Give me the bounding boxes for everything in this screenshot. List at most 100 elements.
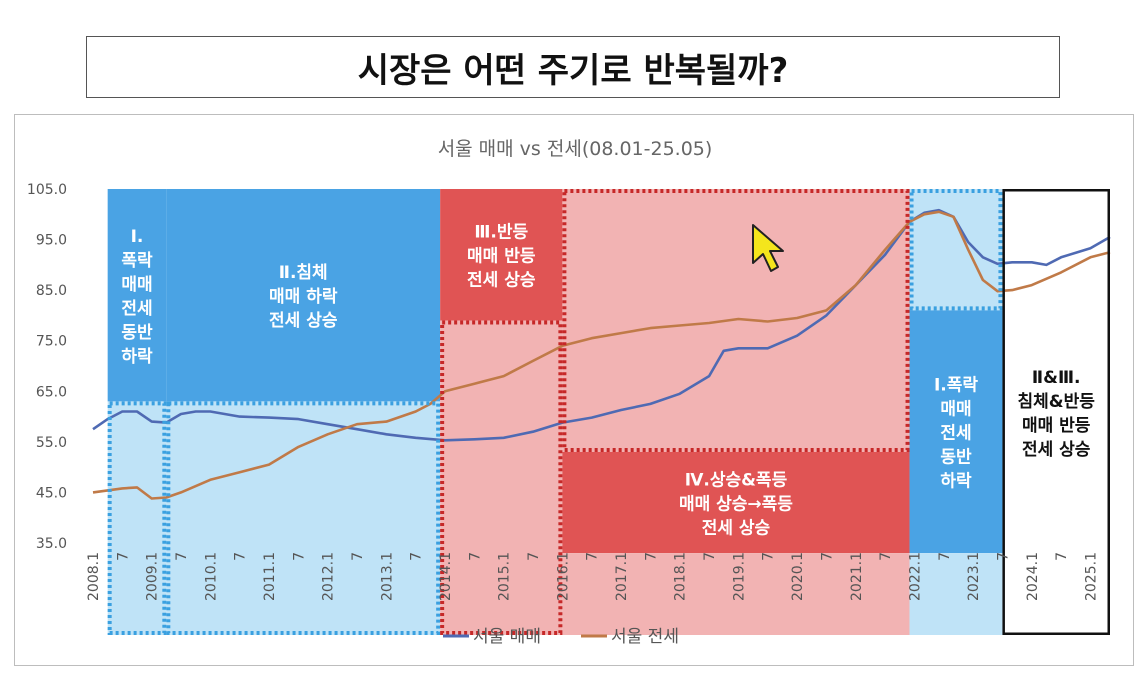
legend-label: 서울 전세: [611, 627, 679, 647]
region-fill-7: [562, 451, 910, 554]
x-tick-label: 2010.1: [203, 552, 219, 601]
region-label-line: 매매: [940, 400, 971, 420]
region-fill-0: [107, 189, 167, 402]
region-label-line: 폭락: [121, 251, 153, 271]
region-label-line: Ⅰ.: [131, 227, 144, 247]
x-tick-label: 2008.1: [86, 552, 102, 601]
region-fill-2: [166, 189, 441, 402]
x-tick-label: 2016.1: [555, 552, 571, 601]
region-label-line: 동반: [940, 448, 972, 468]
region-border-5: [440, 320, 563, 635]
y-tick-label: 95.0: [36, 233, 67, 249]
series-line-1: [92, 210, 1111, 500]
region-fill-8: [562, 553, 910, 635]
chart-svg: 105.095.085.075.065.055.045.035.0 Ⅰ.폭락매매…: [27, 138, 1111, 647]
x-tick-label: 7: [819, 552, 835, 561]
x-tick-label: 7: [761, 552, 777, 561]
region-label-line: 매매 하락: [269, 287, 338, 307]
x-tick-label: 2014.1: [438, 552, 454, 601]
region-fill-10: [909, 310, 1003, 554]
x-tick-label: 2015.1: [497, 552, 513, 601]
y-tick-label: 35.0: [36, 536, 67, 552]
region-label-line: 전세: [940, 424, 971, 444]
x-tick-label: 2012.1: [321, 552, 337, 601]
x-tick-label: 7: [937, 552, 953, 561]
region-fill-9: [909, 189, 1003, 311]
region-border-9: [909, 189, 1003, 311]
x-tick-label: 7: [291, 552, 307, 561]
region-label-line: 매매 반등: [467, 247, 536, 267]
x-tick-label: 7: [878, 552, 894, 561]
region-fill-5: [440, 320, 563, 635]
region-label-line: Ⅱ.침체: [279, 262, 328, 283]
region-fill-3: [166, 401, 441, 635]
x-axis: 2008.1 7 2009.1 7 2010.1 7 2011.1 7 2012.1 7 2013.…: [86, 552, 1099, 601]
x-tick-label: 7: [233, 552, 249, 561]
chart-frame: 105.0 95.0 85.0 75.0 65.0 55.0 45.0 35.0 Ⅰ. 폭락 매매…: [14, 114, 1134, 666]
region-label-line: 전세: [121, 299, 152, 319]
region-label-line: Ⅱ&Ⅲ.: [1032, 368, 1081, 388]
legend-label: 서울 매매: [473, 627, 541, 647]
x-tick-label: 2019.1: [731, 552, 747, 601]
series-lines: [92, 208, 1111, 500]
x-tick-label: 7: [526, 552, 542, 561]
region-label-line: 침체&반등: [1018, 391, 1096, 412]
y-axis: 105.0 95.0 85.0 75.0 65.0 55.0 45.0 35.0: [27, 182, 67, 552]
x-tick-label: 2025.1: [1083, 552, 1099, 601]
y-tick-label: 85.0: [36, 283, 67, 299]
region-border-12: [1002, 189, 1110, 635]
page-title: 시장은 어떤 주기로 반복될까?: [86, 36, 1060, 98]
y-tick-label: 105.0: [27, 182, 67, 198]
y-tick-label: 65.0: [36, 384, 67, 400]
y-tick-label: 45.0: [36, 485, 67, 501]
y-tick-label: 75.0: [36, 334, 67, 350]
region-label-line: 매매: [121, 275, 152, 295]
region-label-line: Ⅰ.폭락: [934, 376, 978, 396]
x-tick-label: 7: [350, 552, 366, 561]
x-tick-label: 2024.1: [1025, 552, 1041, 601]
region-label-line: 전세 상승: [269, 311, 338, 331]
chart-title: 서울 매매 vs 전세(08.01-25.05): [438, 138, 713, 160]
region-label-line: Ⅲ.반등: [474, 223, 528, 243]
region-label-line: 전세 상승: [702, 519, 771, 539]
region-border-3: [166, 401, 441, 635]
x-tick-label: 7: [467, 552, 483, 561]
x-tick-label: 2011.1: [262, 552, 278, 601]
x-tick-label: 7: [409, 552, 425, 561]
x-tick-label: 7: [174, 552, 190, 561]
y-tick-label: 55.0: [36, 435, 67, 451]
region-border-1: [107, 401, 167, 635]
x-tick-label: 2009.1: [145, 552, 161, 601]
x-tick-label: 7: [643, 552, 659, 561]
x-tick-label: 7: [1054, 552, 1070, 561]
x-tick-label: 2022.1: [907, 552, 923, 601]
region-label-line: 하락: [940, 472, 972, 492]
x-tick-label: 2013.1: [379, 552, 395, 601]
x-tick-label: 2023.1: [966, 552, 982, 601]
region-label-line: 매매 상승→폭등: [679, 495, 793, 515]
mouse-pointer-icon: [752, 224, 784, 272]
region-fill-1: [107, 401, 167, 635]
region-label-line: Ⅳ.상승&폭등: [685, 471, 788, 491]
x-tick-label: 7: [585, 552, 601, 561]
x-tick-label: 7: [115, 552, 131, 561]
region-label-line: 동반: [121, 323, 153, 343]
x-tick-label: 7: [995, 552, 1011, 561]
x-tick-label: 7: [702, 552, 718, 561]
x-tick-label: 2018.1: [673, 552, 689, 601]
regions-layer: [107, 189, 1003, 635]
region-label-line: 매매 반등: [1022, 416, 1091, 436]
x-tick-label: 2017.1: [614, 552, 630, 601]
series-line-0: [92, 208, 1111, 442]
region-fill-4: [440, 189, 563, 321]
legend: 서울 매매 서울 전세: [443, 627, 679, 647]
x-tick-label: 2021.1: [849, 552, 865, 601]
x-tick-label: 2020.1: [790, 552, 806, 601]
region-label-line: 하락: [121, 347, 153, 367]
region-border-6: [562, 189, 910, 452]
region-label-line: 전세 상승: [467, 271, 536, 291]
region-fill-11: [909, 553, 1003, 635]
region-label-line: 전세 상승: [1022, 440, 1091, 460]
region-borders: [107, 189, 1110, 635]
